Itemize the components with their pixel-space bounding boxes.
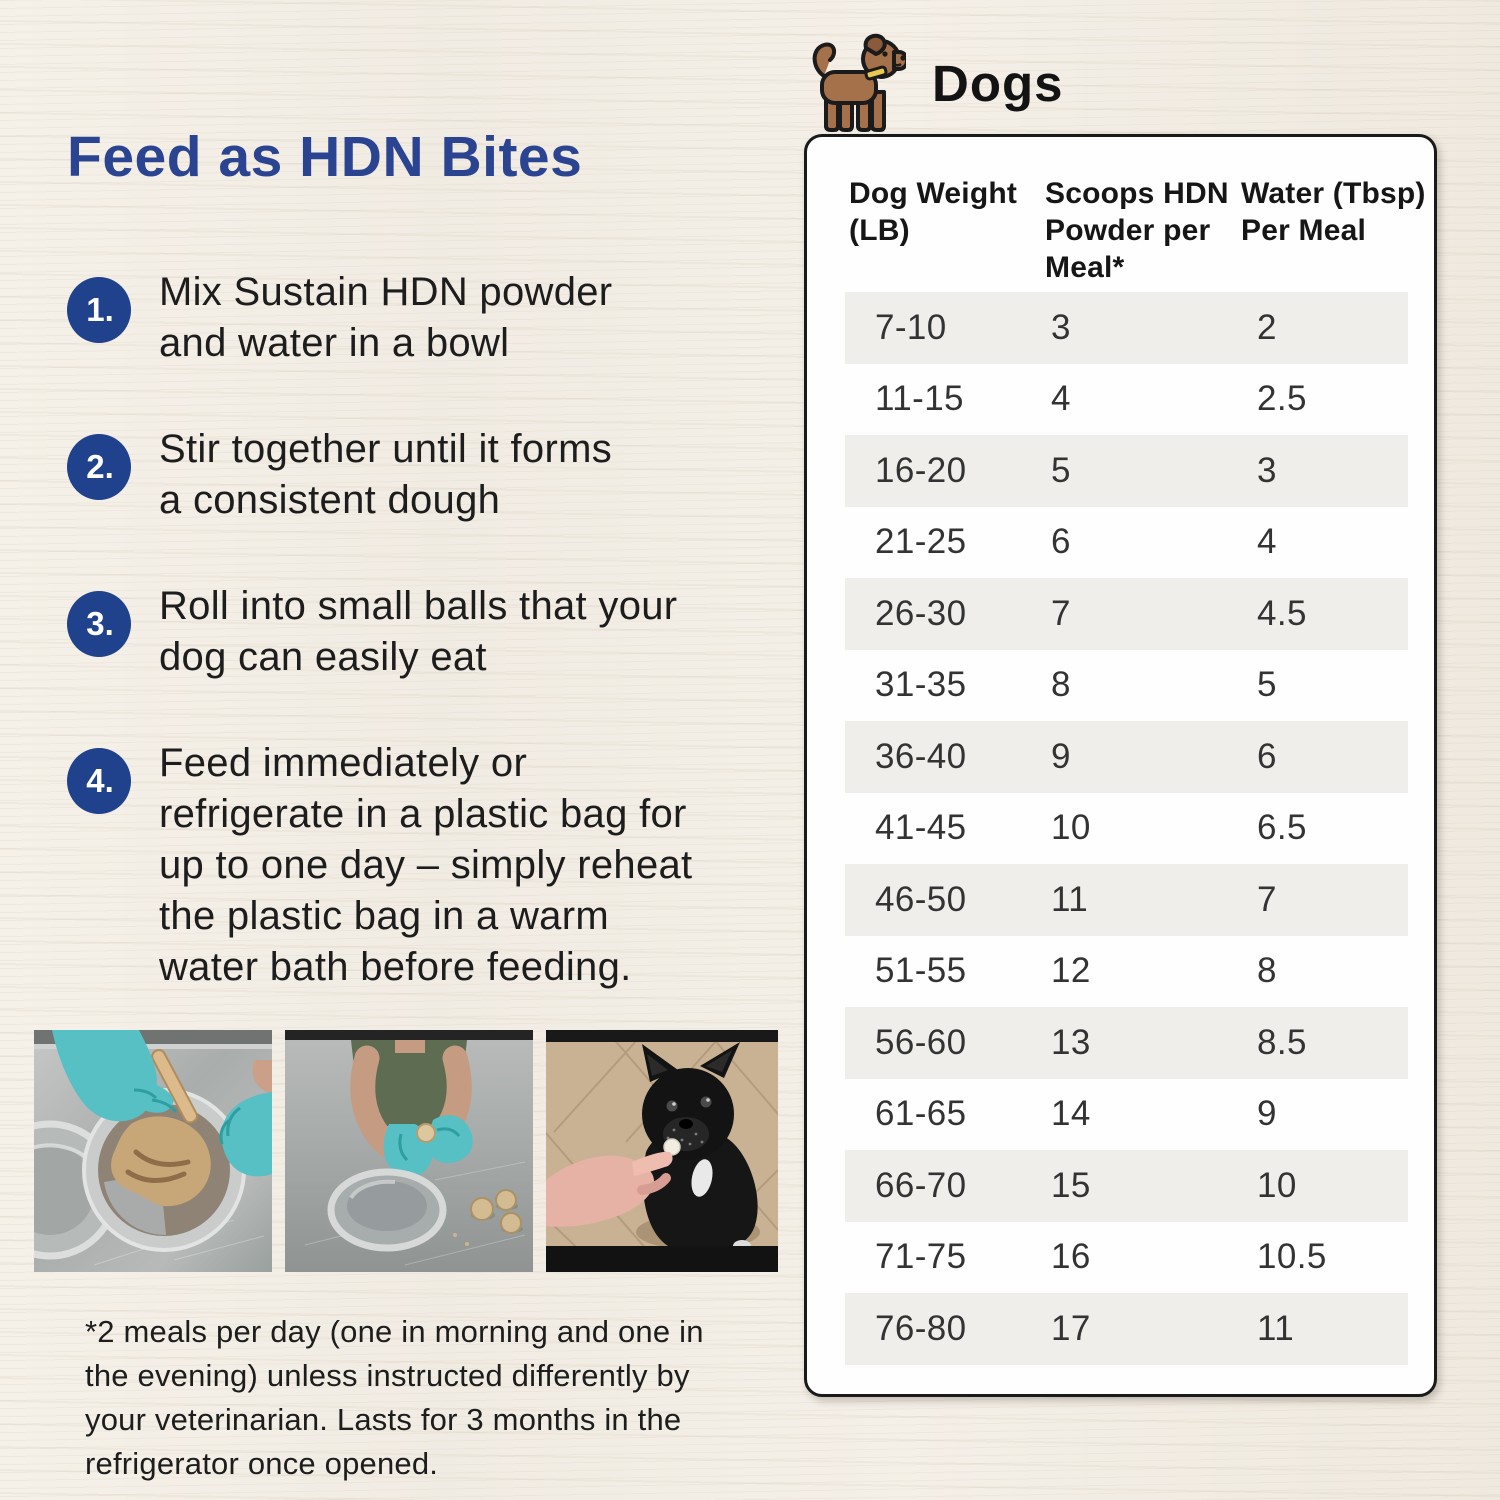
table-cell: 26-30 xyxy=(875,593,967,633)
table-cell: 2 xyxy=(1257,307,1277,347)
table-cell: 66-70 xyxy=(875,1165,967,1205)
table-cell: 8.5 xyxy=(1257,1022,1307,1062)
table-cell: 17 xyxy=(1051,1308,1091,1348)
table-cell: 36-40 xyxy=(875,736,967,776)
table-cell: 13 xyxy=(1051,1022,1091,1062)
table-cell: 4.5 xyxy=(1257,593,1307,633)
table-rows: 7-10 3 2 11-15 4 2.5 16-20 5 3 21-25 6 4 26-30 7 4.5 31… xyxy=(807,292,1434,1365)
table-cell: 6.5 xyxy=(1257,808,1307,848)
step-3-text: Roll into small balls that your dog can … xyxy=(159,584,678,679)
step-4-text: Feed immediately or refrigerate in a pla… xyxy=(159,741,693,989)
table-row: 11-15 4 2.5 xyxy=(845,364,1408,436)
table-cell: 9 xyxy=(1051,736,1071,776)
table-row: 66-70 15 10 xyxy=(845,1150,1408,1222)
step-4: 4. Feed immediately or refrigerate in a … xyxy=(67,738,804,993)
table-cell: 71-75 xyxy=(875,1237,967,1277)
table-cell: 9 xyxy=(1257,1094,1277,1134)
table-cell: 5 xyxy=(1257,665,1277,705)
step-3-number: 3. xyxy=(67,591,131,657)
table-cell: 4 xyxy=(1051,379,1071,419)
table-row: 31-35 8 5 xyxy=(845,650,1408,722)
table-cell: 16-20 xyxy=(875,450,967,490)
step-3: 3. Roll into small balls that your dog c… xyxy=(67,581,804,683)
table-cell: 11 xyxy=(1051,879,1089,919)
step-2: 2. Stir together until it forms a consis… xyxy=(67,424,804,526)
table-cell: 3 xyxy=(1051,307,1071,347)
table-cell: 10.5 xyxy=(1257,1237,1327,1277)
table-row: 21-25 6 4 xyxy=(845,507,1408,579)
step-2-text: Stir together until it forms a consisten… xyxy=(159,427,613,522)
step-1: 1. Mix Sustain HDN powder and water in a… xyxy=(67,267,804,369)
photo-strip xyxy=(34,1030,778,1272)
table-row: 71-75 16 10.5 xyxy=(845,1222,1408,1294)
mixing-powder-photo xyxy=(34,1030,272,1272)
step-4-number: 4. xyxy=(67,748,131,814)
dogs-heading: Dogs xyxy=(932,55,1064,112)
table-row: 16-20 5 3 xyxy=(845,435,1408,507)
table-cell: 3 xyxy=(1257,450,1277,490)
table-cell: 6 xyxy=(1051,522,1071,562)
table-cell: 4 xyxy=(1257,522,1277,562)
table-cell: 46-50 xyxy=(875,879,967,919)
table-cell: 6 xyxy=(1257,736,1277,776)
table-cell: 56-60 xyxy=(875,1022,967,1062)
dog-icon xyxy=(812,33,906,132)
table-cell: 14 xyxy=(1051,1094,1091,1134)
table-cell: 7 xyxy=(1051,593,1071,633)
column-header-dog-weight: Dog Weight (LB) xyxy=(849,177,1018,247)
table-cell: 11-15 xyxy=(875,379,964,419)
table-row: 41-45 10 6.5 xyxy=(845,793,1408,865)
table-row: 61-65 14 9 xyxy=(845,1079,1408,1151)
page-title: Feed as HDN Bites xyxy=(67,125,583,189)
table-row: 7-10 3 2 xyxy=(845,292,1408,364)
table-cell: 10 xyxy=(1257,1165,1297,1205)
table-cell: 11 xyxy=(1257,1308,1295,1348)
table-cell: 21-25 xyxy=(875,522,967,562)
table-cell: 5 xyxy=(1051,450,1071,490)
table-cell: 8 xyxy=(1257,951,1277,991)
column-header-water: Water (Tbsp) Per Meal xyxy=(1241,177,1426,247)
table-cell: 41-45 xyxy=(875,808,967,848)
table-cell: 15 xyxy=(1051,1165,1091,1205)
feeding-table-card: Dog Weight (LB) Scoops HDN Powder per Me… xyxy=(804,134,1437,1397)
table-row: 76-80 17 11 xyxy=(845,1293,1408,1365)
table-row: 26-30 7 4.5 xyxy=(845,578,1408,650)
footnote: *2 meals per day (one in morning and one… xyxy=(85,1314,704,1481)
table-cell: 31-35 xyxy=(875,665,967,705)
table-cell: 7-10 xyxy=(875,307,947,347)
column-header-scoops: Scoops HDN Powder per Meal* xyxy=(1045,177,1229,284)
table-row: 56-60 13 8.5 xyxy=(845,1007,1408,1079)
step-1-text: Mix Sustain HDN powder and water in a bo… xyxy=(159,270,613,365)
step-2-number: 2. xyxy=(67,434,131,500)
table-cell: 51-55 xyxy=(875,951,967,991)
table-cell: 61-65 xyxy=(875,1094,967,1134)
table-cell: 76-80 xyxy=(875,1308,967,1348)
feeding-dog-photo xyxy=(546,1030,778,1272)
table-header: Dog Weight (LB) Scoops HDN Powder per Me… xyxy=(807,137,1434,286)
rolling-balls-photo xyxy=(285,1030,533,1272)
table-cell: 10 xyxy=(1051,808,1091,848)
table-row: 51-55 12 8 xyxy=(845,936,1408,1008)
table-cell: 2.5 xyxy=(1257,379,1307,419)
table-row: 36-40 9 6 xyxy=(845,721,1408,793)
table-cell: 12 xyxy=(1051,951,1091,991)
step-1-number: 1. xyxy=(67,277,131,343)
table-row: 46-50 11 7 xyxy=(845,864,1408,936)
table-cell: 7 xyxy=(1257,879,1277,919)
table-cell: 16 xyxy=(1051,1237,1091,1277)
table-cell: 8 xyxy=(1051,665,1071,705)
